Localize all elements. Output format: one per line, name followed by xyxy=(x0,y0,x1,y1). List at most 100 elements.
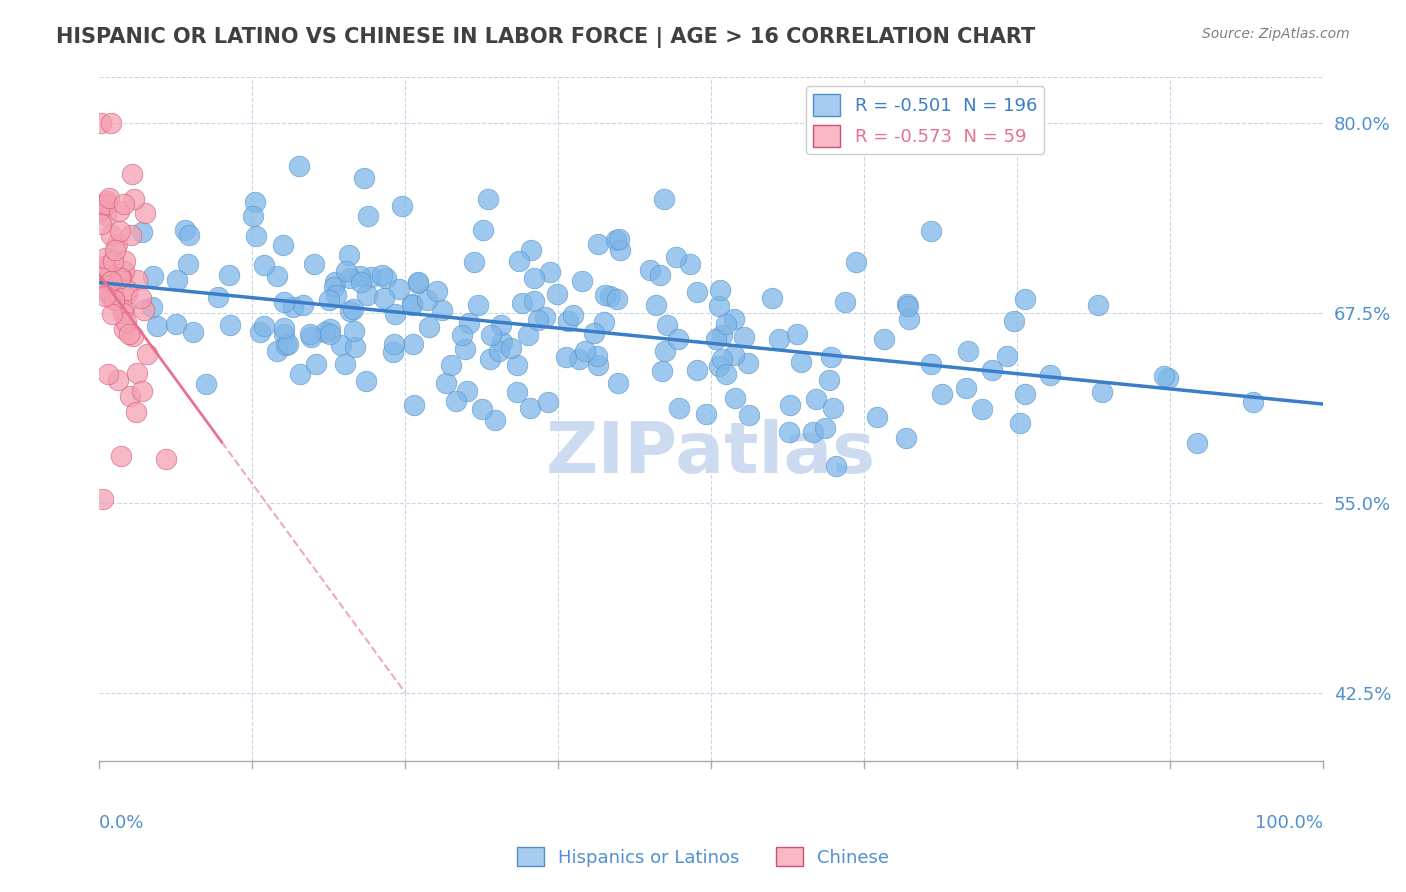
Point xyxy=(980,363,1002,377)
Point xyxy=(599,289,621,303)
Point xyxy=(103,292,125,306)
Point xyxy=(972,402,994,417)
Point xyxy=(519,401,541,415)
Point xyxy=(120,227,142,242)
Point xyxy=(356,288,378,302)
Point xyxy=(94,197,117,211)
Point xyxy=(266,343,288,358)
Point xyxy=(125,405,148,419)
Point xyxy=(477,192,499,206)
Point xyxy=(686,285,709,299)
Text: HISPANIC OR LATINO VS CHINESE IN LABOR FORCE | AGE > 16 CORRELATION CHART: HISPANIC OR LATINO VS CHINESE IN LABOR F… xyxy=(56,27,1035,48)
Point xyxy=(583,326,606,341)
Point xyxy=(520,244,543,258)
Point xyxy=(491,335,513,350)
Point xyxy=(94,289,117,303)
Point xyxy=(605,233,627,247)
Text: ZIPatlas: ZIPatlas xyxy=(546,419,876,488)
Point xyxy=(686,362,709,376)
Point xyxy=(129,291,152,305)
Point xyxy=(100,228,122,243)
Legend: Hispanics or Latinos, Chinese: Hispanics or Latinos, Chinese xyxy=(509,840,897,874)
Point xyxy=(181,325,204,339)
Point xyxy=(931,387,953,401)
Point xyxy=(825,459,848,474)
Point xyxy=(93,262,115,277)
Point xyxy=(382,345,405,359)
Point xyxy=(299,330,322,344)
Point xyxy=(714,368,737,382)
Point xyxy=(695,407,717,421)
Point xyxy=(329,338,352,352)
Point xyxy=(94,198,117,212)
Point xyxy=(501,341,523,355)
Point xyxy=(1002,314,1025,328)
Point xyxy=(508,254,530,268)
Point xyxy=(446,394,468,409)
Point xyxy=(510,295,533,310)
Point xyxy=(382,337,405,351)
Point xyxy=(357,209,380,223)
Point xyxy=(273,294,295,309)
Point xyxy=(97,367,120,381)
Point xyxy=(93,259,115,273)
Point xyxy=(737,356,759,370)
Point xyxy=(350,276,373,290)
Point xyxy=(93,198,115,212)
Point xyxy=(288,367,311,381)
Point xyxy=(956,344,979,359)
Point xyxy=(125,366,148,380)
Point xyxy=(790,354,813,368)
Point xyxy=(134,206,156,220)
Point xyxy=(339,270,361,285)
Point xyxy=(391,199,413,213)
Point xyxy=(134,302,156,317)
Point xyxy=(333,357,356,371)
Point xyxy=(1185,436,1208,450)
Point xyxy=(894,431,917,445)
Point xyxy=(121,167,143,181)
Point xyxy=(588,236,610,251)
Point xyxy=(173,223,195,237)
Point xyxy=(479,327,502,342)
Point xyxy=(568,352,591,367)
Point xyxy=(97,274,120,288)
Point xyxy=(546,287,568,301)
Point xyxy=(354,374,377,388)
Point xyxy=(342,302,364,317)
Point xyxy=(571,274,593,288)
Point xyxy=(778,425,800,439)
Point xyxy=(339,304,361,318)
Point xyxy=(302,257,325,271)
Point xyxy=(207,290,229,304)
Point xyxy=(638,263,661,277)
Point xyxy=(103,244,125,258)
Point xyxy=(100,274,122,288)
Point xyxy=(103,293,125,307)
Point xyxy=(704,333,727,347)
Point xyxy=(335,264,357,278)
Point xyxy=(711,328,734,343)
Point xyxy=(523,271,546,285)
Point xyxy=(506,359,529,373)
Point xyxy=(467,298,489,312)
Point xyxy=(271,237,294,252)
Point xyxy=(115,283,138,297)
Point xyxy=(219,318,242,332)
Point xyxy=(733,330,755,344)
Point xyxy=(723,348,745,362)
Point xyxy=(506,384,529,399)
Point xyxy=(845,255,868,269)
Point xyxy=(249,325,271,339)
Point xyxy=(523,293,546,308)
Point xyxy=(801,425,824,440)
Point xyxy=(806,392,828,407)
Point xyxy=(111,302,134,317)
Point xyxy=(1156,371,1178,385)
Point xyxy=(401,298,423,312)
Point xyxy=(299,326,322,341)
Point xyxy=(814,421,837,435)
Point xyxy=(179,228,201,243)
Point xyxy=(1241,395,1264,409)
Point xyxy=(534,310,557,324)
